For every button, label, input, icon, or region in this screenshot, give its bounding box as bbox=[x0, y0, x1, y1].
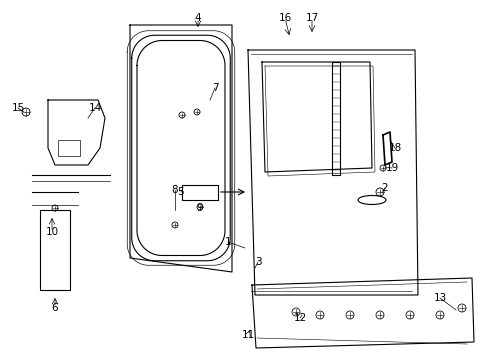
Text: 4: 4 bbox=[194, 13, 201, 23]
Bar bbox=[58, 140, 80, 156]
Text: 16: 16 bbox=[278, 13, 291, 23]
Text: 1: 1 bbox=[224, 237, 231, 247]
Text: 13: 13 bbox=[432, 293, 446, 303]
Text: 8: 8 bbox=[171, 185, 178, 195]
Text: 3: 3 bbox=[254, 257, 261, 267]
Text: 14: 14 bbox=[88, 103, 102, 113]
Text: 11: 11 bbox=[241, 330, 254, 340]
Text: 10: 10 bbox=[45, 227, 59, 237]
Text: 15: 15 bbox=[11, 103, 24, 113]
Text: 7: 7 bbox=[211, 83, 218, 93]
Text: 5: 5 bbox=[177, 187, 184, 197]
Text: 18: 18 bbox=[387, 143, 401, 153]
Text: 6: 6 bbox=[52, 303, 58, 313]
Text: 2: 2 bbox=[381, 183, 387, 193]
Text: 17: 17 bbox=[305, 13, 318, 23]
Text: 19: 19 bbox=[385, 163, 398, 173]
Text: 9: 9 bbox=[196, 203, 203, 213]
Text: 12: 12 bbox=[293, 313, 306, 323]
